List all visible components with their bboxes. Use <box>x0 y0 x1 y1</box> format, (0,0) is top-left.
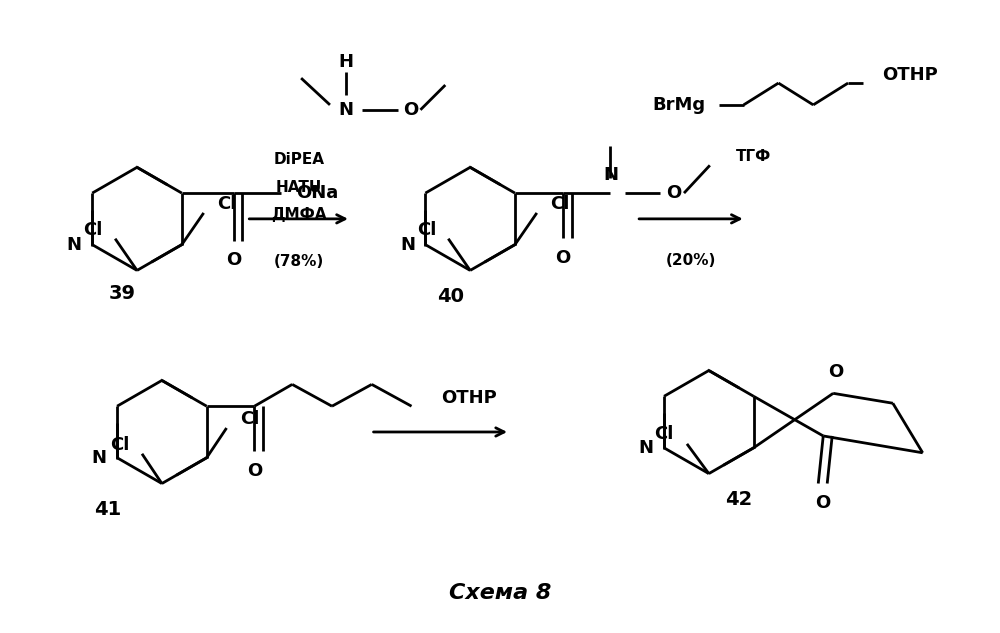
Text: N: N <box>92 449 107 467</box>
Text: OTHP: OTHP <box>441 389 497 407</box>
Text: N: N <box>400 235 415 254</box>
Text: 42: 42 <box>725 490 752 509</box>
Text: HATU: HATU <box>276 180 322 194</box>
Text: O: O <box>829 363 844 380</box>
Text: Cl: Cl <box>110 436 130 454</box>
Text: H: H <box>338 53 353 72</box>
Text: 41: 41 <box>94 500 121 519</box>
Text: O: O <box>555 249 570 266</box>
Text: ONa: ONa <box>296 184 338 202</box>
Text: 40: 40 <box>437 287 464 306</box>
Text: O: O <box>247 461 262 480</box>
Text: Cl: Cl <box>217 195 236 213</box>
Text: Cl: Cl <box>240 410 259 428</box>
Text: Cl: Cl <box>84 221 103 239</box>
Text: N: N <box>67 235 82 254</box>
Text: BrMg: BrMg <box>652 96 706 114</box>
Text: Cl: Cl <box>550 195 569 213</box>
Text: 39: 39 <box>109 284 136 303</box>
Text: (20%): (20%) <box>666 253 716 268</box>
Text: O: O <box>816 494 831 512</box>
Text: ТГФ: ТГФ <box>736 149 771 164</box>
Text: (78%): (78%) <box>274 254 324 269</box>
Text: Cl: Cl <box>417 221 436 239</box>
Text: O: O <box>403 101 418 119</box>
Text: O: O <box>226 251 241 270</box>
Text: ДМФА: ДМФА <box>271 208 326 222</box>
Text: N: N <box>338 101 353 119</box>
Text: N: N <box>639 439 654 457</box>
Text: O: O <box>666 184 682 202</box>
Text: Cl: Cl <box>654 425 674 443</box>
Text: Схема 8: Схема 8 <box>449 582 551 603</box>
Text: N: N <box>603 166 618 184</box>
Text: DiPEA: DiPEA <box>273 152 324 167</box>
Text: OTHP: OTHP <box>882 66 938 84</box>
